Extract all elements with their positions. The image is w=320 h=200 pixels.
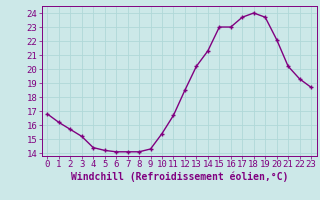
X-axis label: Windchill (Refroidissement éolien,°C): Windchill (Refroidissement éolien,°C) <box>70 172 288 182</box>
